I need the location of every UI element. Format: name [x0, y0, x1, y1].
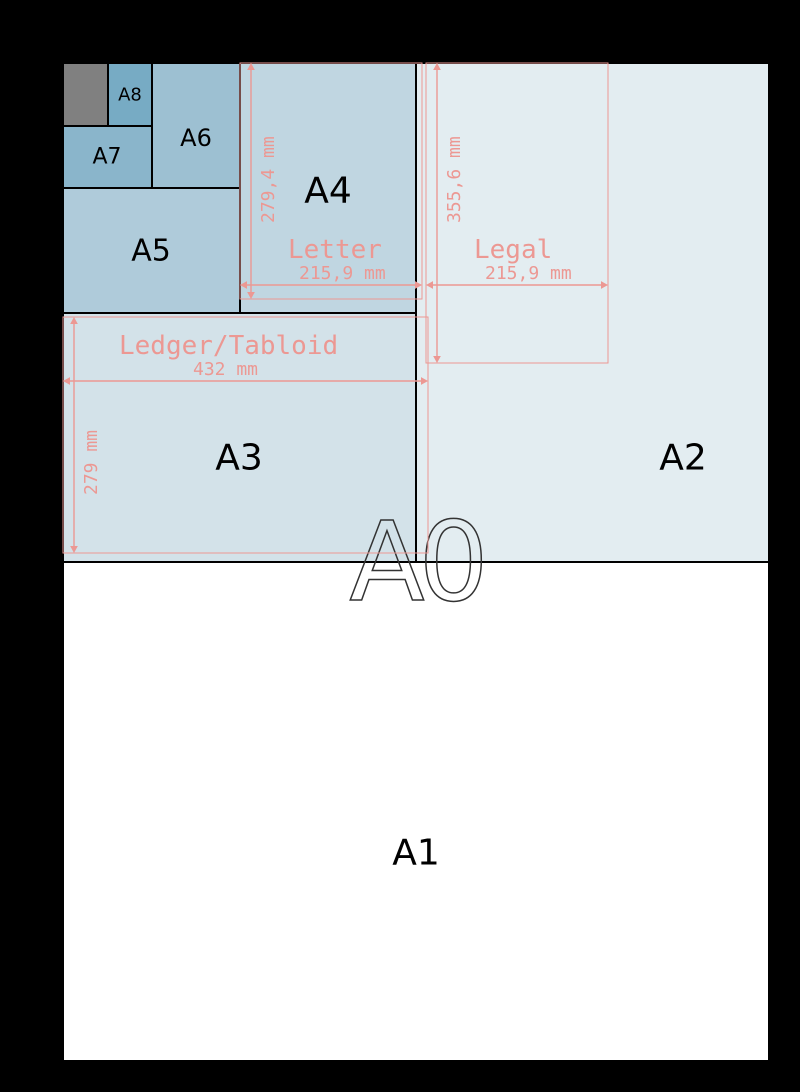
paper-label-a2: A2: [659, 438, 707, 479]
us-size-width-ledger: 432 mm: [193, 359, 258, 380]
us-size-name-letter: Letter: [288, 235, 382, 265]
paper-label-a7: A7: [92, 145, 121, 170]
us-size-name-ledger: Ledger/Tabloid: [119, 331, 338, 361]
paper-small: [63, 63, 108, 126]
us-size-height-ledger: 279 mm: [81, 430, 102, 495]
paper-a1: [63, 562, 769, 1061]
a0-stage: A1A2A3A4A5A6A7A8A0Letter215,9 mm279,4 mm…: [62, 62, 768, 1060]
paper-label-a6: A6: [180, 124, 212, 152]
us-size-height-legal: 355,6 mm: [444, 136, 465, 223]
us-size-name-legal: Legal: [474, 235, 552, 265]
paper-label-a4: A4: [304, 171, 352, 212]
us-size-width-letter: 215,9 mm: [299, 263, 386, 284]
paper-label-a0: A0: [349, 498, 482, 626]
us-size-height-letter: 279,4 mm: [258, 136, 279, 223]
paper-a2: [416, 63, 769, 562]
paper-label-a8: A8: [118, 85, 142, 106]
paper-label-a5: A5: [131, 234, 171, 269]
paper-label-a1: A1: [392, 833, 440, 874]
us-size-width-legal: 215,9 mm: [485, 263, 572, 284]
paper-label-a3: A3: [215, 438, 263, 479]
